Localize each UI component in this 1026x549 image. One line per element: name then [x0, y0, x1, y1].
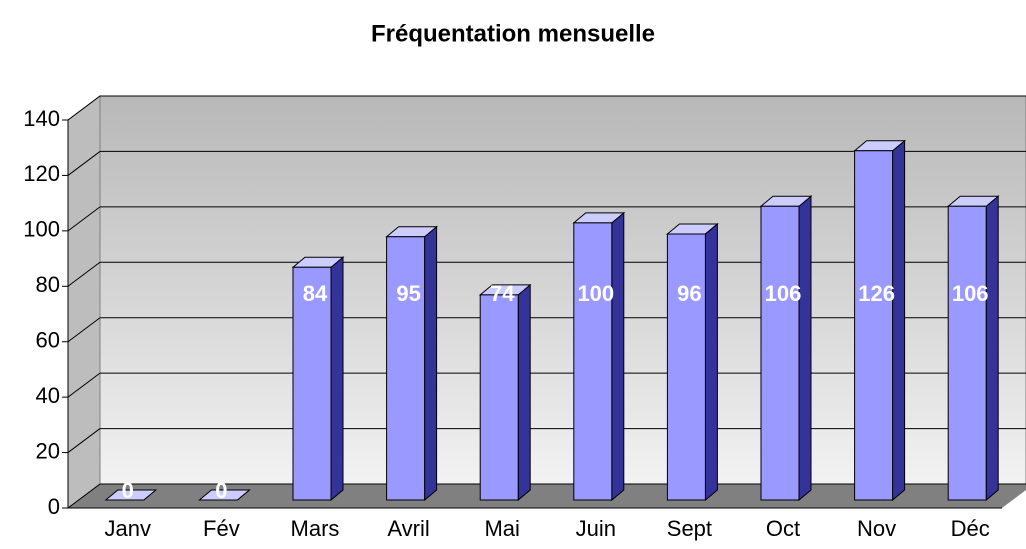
bar: [385, 225, 438, 502]
x-tick-label: Nov: [857, 516, 896, 541]
bar: [759, 195, 813, 502]
bar-face: [798, 195, 812, 502]
value-label: 106: [952, 281, 989, 306]
value-label: 96: [677, 281, 701, 306]
value-label: 74: [490, 281, 515, 306]
bar-face: [292, 266, 332, 501]
y-tick-label: 100: [23, 217, 60, 242]
bar: [478, 283, 532, 502]
value-label: 95: [396, 281, 420, 306]
bar: [291, 256, 345, 502]
grid-line: [67, 483, 101, 509]
bar-face: [947, 205, 987, 501]
bar-face: [479, 294, 519, 501]
bar: [946, 195, 1000, 502]
chart-title: Fréquentation mensuelle: [371, 20, 655, 47]
y-tick-label: 60: [36, 328, 60, 353]
value-label: 126: [858, 281, 895, 306]
y-tick-label: 140: [23, 106, 60, 131]
y-tick-label: 120: [23, 161, 60, 186]
bar-face: [854, 150, 894, 501]
x-tick-label: Janv: [105, 516, 151, 541]
grid-line: [67, 151, 101, 176]
bar-face: [573, 222, 613, 501]
side-wall: [67, 95, 101, 509]
x-tick-label: Oct: [766, 516, 800, 541]
value-label: 106: [765, 281, 802, 306]
bar-face: [424, 225, 438, 502]
bar-face: [611, 211, 625, 502]
bar-face: [704, 222, 718, 502]
bar: [853, 139, 906, 502]
bar-face: [892, 139, 906, 502]
bar-face: [386, 236, 426, 501]
x-tick-label: Mai: [484, 516, 519, 541]
grid-line: [67, 206, 101, 232]
x-tick-label: Déc: [951, 516, 990, 541]
y-tick-label: 0: [48, 494, 60, 519]
y-tick-label: 80: [36, 272, 60, 297]
value-label: 100: [577, 281, 614, 306]
bar: [104, 489, 158, 501]
x-tick-label: Mars: [291, 516, 340, 541]
y-tick-label: 40: [36, 383, 60, 408]
grid-line: [67, 95, 101, 121]
bar-face: [666, 233, 706, 501]
grid-line: [67, 372, 101, 398]
bar-face: [330, 256, 344, 502]
bar: [572, 211, 626, 502]
x-tick-label: Juin: [576, 516, 616, 541]
value-label: 0: [122, 478, 134, 503]
grid-line: [67, 317, 101, 343]
bar: [666, 222, 719, 502]
bar-face: [985, 195, 999, 502]
x-tick-label: Fév: [203, 516, 240, 541]
value-label: 84: [303, 281, 328, 306]
grid-line: [67, 261, 101, 287]
value-label: 0: [215, 478, 227, 503]
y-tick-label: 20: [36, 438, 60, 463]
x-tick-label: Avril: [387, 516, 429, 541]
x-tick-label: Sept: [667, 516, 712, 541]
bar-face: [517, 283, 531, 502]
bar-face: [760, 205, 800, 501]
bar: [198, 489, 251, 501]
grid-line: [67, 428, 101, 453]
